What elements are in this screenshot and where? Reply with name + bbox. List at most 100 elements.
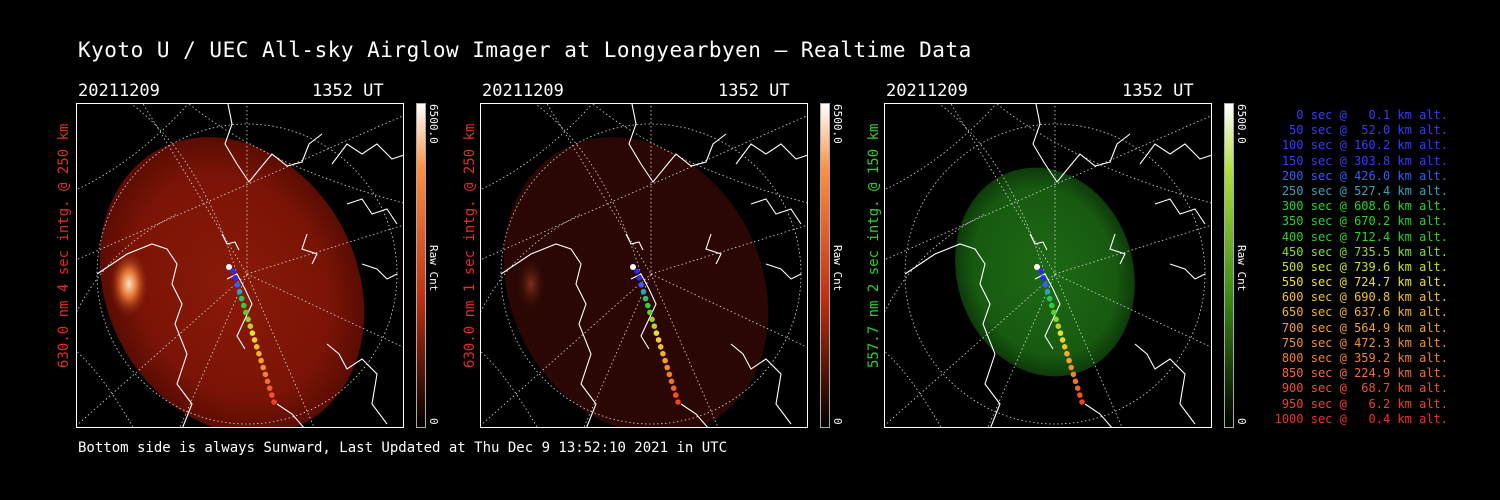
trajectory-point <box>666 371 673 378</box>
legend-row: 700 sec @ 564.9 km alt. <box>1281 320 1448 335</box>
trajectory-point <box>1053 316 1059 323</box>
trajectory-point <box>664 364 670 371</box>
legend-row: 200 sec @ 426.0 km alt. <box>1281 168 1448 183</box>
trajectory-point <box>234 282 241 288</box>
trajectory-point <box>657 344 664 350</box>
trajectory-point <box>1070 371 1077 378</box>
legend-row: 1000 sec @ 0.4 km alt. <box>1274 411 1448 426</box>
trajectory-point <box>1066 357 1072 364</box>
trajectory-point <box>260 364 266 371</box>
legend-row: 550 sec @ 724.7 km alt. <box>1281 275 1448 290</box>
trajectory-point <box>249 330 256 336</box>
panel-1-colorbar-max: 6500.0 <box>427 104 440 144</box>
trajectory-point <box>640 288 647 295</box>
trajectory-point <box>269 392 275 398</box>
legend-row: 100 sec @ 160.2 km alt. <box>1281 138 1448 153</box>
trajectory-point <box>1059 337 1066 343</box>
legend-row: 900 sec @ 68.7 km alt. <box>1281 381 1448 396</box>
trajectory-point <box>258 357 264 364</box>
panel-1-side-label: 630.0 nm 4 sec intg. @ 250 km <box>56 123 72 368</box>
legend-row: 600 sec @ 690.8 km alt. <box>1281 290 1448 305</box>
panel-3-colorbar <box>1224 103 1234 428</box>
trajectory-point <box>266 385 273 392</box>
trajectory-point <box>645 302 651 309</box>
panel-2-image <box>480 103 808 428</box>
red-airglow-dim-image <box>481 104 807 427</box>
trajectory-point <box>1042 282 1049 288</box>
trajectory-point <box>1077 392 1083 398</box>
trajectory-point <box>1055 323 1062 329</box>
trajectory-point <box>651 323 658 329</box>
trajectory-point <box>655 337 662 343</box>
legend-row: 650 sec @ 637.6 km alt. <box>1281 305 1448 320</box>
panel-2-colorbar-unit: Raw Cnt <box>831 245 844 292</box>
trajectory-point <box>264 378 271 385</box>
page-title: Kyoto U / UEC All-sky Airglow Imager at … <box>78 38 972 62</box>
green-airglow-image <box>885 104 1211 427</box>
panel-3-colorbar-unit: Raw Cnt <box>1235 245 1248 292</box>
panel-1-date: 20211209 <box>78 81 160 101</box>
trajectory-point <box>1049 302 1055 309</box>
trajectory-point <box>245 316 251 323</box>
panel-1-image <box>76 103 404 428</box>
panel-1-time: 1352 UT <box>312 81 384 101</box>
trajectory-point <box>668 378 675 385</box>
panel-3-date: 20211209 <box>886 81 968 101</box>
trajectory-point <box>660 350 666 357</box>
legend-row: 350 sec @ 670.2 km alt. <box>1281 214 1448 229</box>
altitude-legend: 0 sec @ 0.1 km alt. 50 sec @ 52.0 km alt.… <box>1268 108 1448 427</box>
trajectory-point <box>638 282 645 288</box>
panel-3-time: 1352 UT <box>1122 81 1194 101</box>
trajectory-point <box>1079 399 1085 405</box>
trajectory-point <box>1061 344 1068 350</box>
panel-2-date: 20211209 <box>482 81 564 101</box>
panel-2-time: 1352 UT <box>718 81 790 101</box>
panel-1-colorbar-unit: Raw Cnt <box>427 245 440 292</box>
trajectory-point <box>673 392 679 398</box>
red-airglow-bright-image <box>77 104 403 427</box>
legend-row: 750 sec @ 472.3 km alt. <box>1281 335 1448 350</box>
trajectory-point <box>649 316 655 323</box>
trajectory-point <box>230 268 236 274</box>
trajectory-point <box>1068 364 1074 371</box>
legend-row: 50 sec @ 52.0 km alt. <box>1289 123 1448 138</box>
panel-3-image <box>884 103 1212 428</box>
panel-1-colorbar-min: 0 <box>427 418 440 425</box>
trajectory-point <box>247 323 254 329</box>
legend-row: 250 sec @ 527.4 km alt. <box>1281 183 1448 198</box>
legend-row: 450 sec @ 735.5 km alt. <box>1281 244 1448 259</box>
trajectory-point <box>241 302 247 309</box>
panel-2-colorbar-max: 6500.0 <box>831 104 844 144</box>
panel-2-side-label: 630.0 nm 1 sec intg. @ 250 km <box>462 123 478 368</box>
trajectory-point <box>642 295 649 302</box>
panel-2-colorbar <box>820 103 830 428</box>
panel-2-colorbar-min: 0 <box>831 418 844 425</box>
trajectory-point <box>647 309 653 316</box>
trajectory-point <box>256 350 262 357</box>
trajectory-point <box>653 330 660 336</box>
legend-row: 950 sec @ 6.2 km alt. <box>1281 396 1448 411</box>
trajectory-point <box>1072 378 1079 385</box>
legend-row: 800 sec @ 359.2 km alt. <box>1281 351 1448 365</box>
legend-row: 400 sec @ 712.4 km alt. <box>1281 229 1448 244</box>
trajectory-point <box>636 275 642 281</box>
trajectory-point <box>253 344 260 350</box>
trajectory-point <box>1038 268 1044 274</box>
trajectory-point <box>1046 295 1053 302</box>
legend-row: 500 sec @ 739.6 km alt. <box>1281 259 1448 274</box>
panel-1-colorbar <box>416 103 426 428</box>
trajectory-point <box>634 268 640 274</box>
trajectory-point <box>662 357 668 364</box>
legend-row: 0 sec @ 0.1 km alt. <box>1296 108 1448 122</box>
panel-3-colorbar-max: 6500.0 <box>1235 104 1248 144</box>
panel-3-colorbar-min: 0 <box>1235 418 1248 425</box>
trajectory-point <box>232 275 238 281</box>
legend-row: 150 sec @ 303.8 km alt. <box>1281 153 1448 168</box>
trajectory-point <box>675 399 681 405</box>
trajectory-point <box>238 295 245 302</box>
trajectory-point <box>1074 385 1081 392</box>
footer-status: Bottom side is always Sunward, Last Upda… <box>78 440 728 456</box>
trajectory-point <box>251 337 258 343</box>
panel-3-side-label: 557.7 nm 2 sec intg. @ 150 km <box>866 123 882 368</box>
trajectory-point <box>1064 350 1070 357</box>
